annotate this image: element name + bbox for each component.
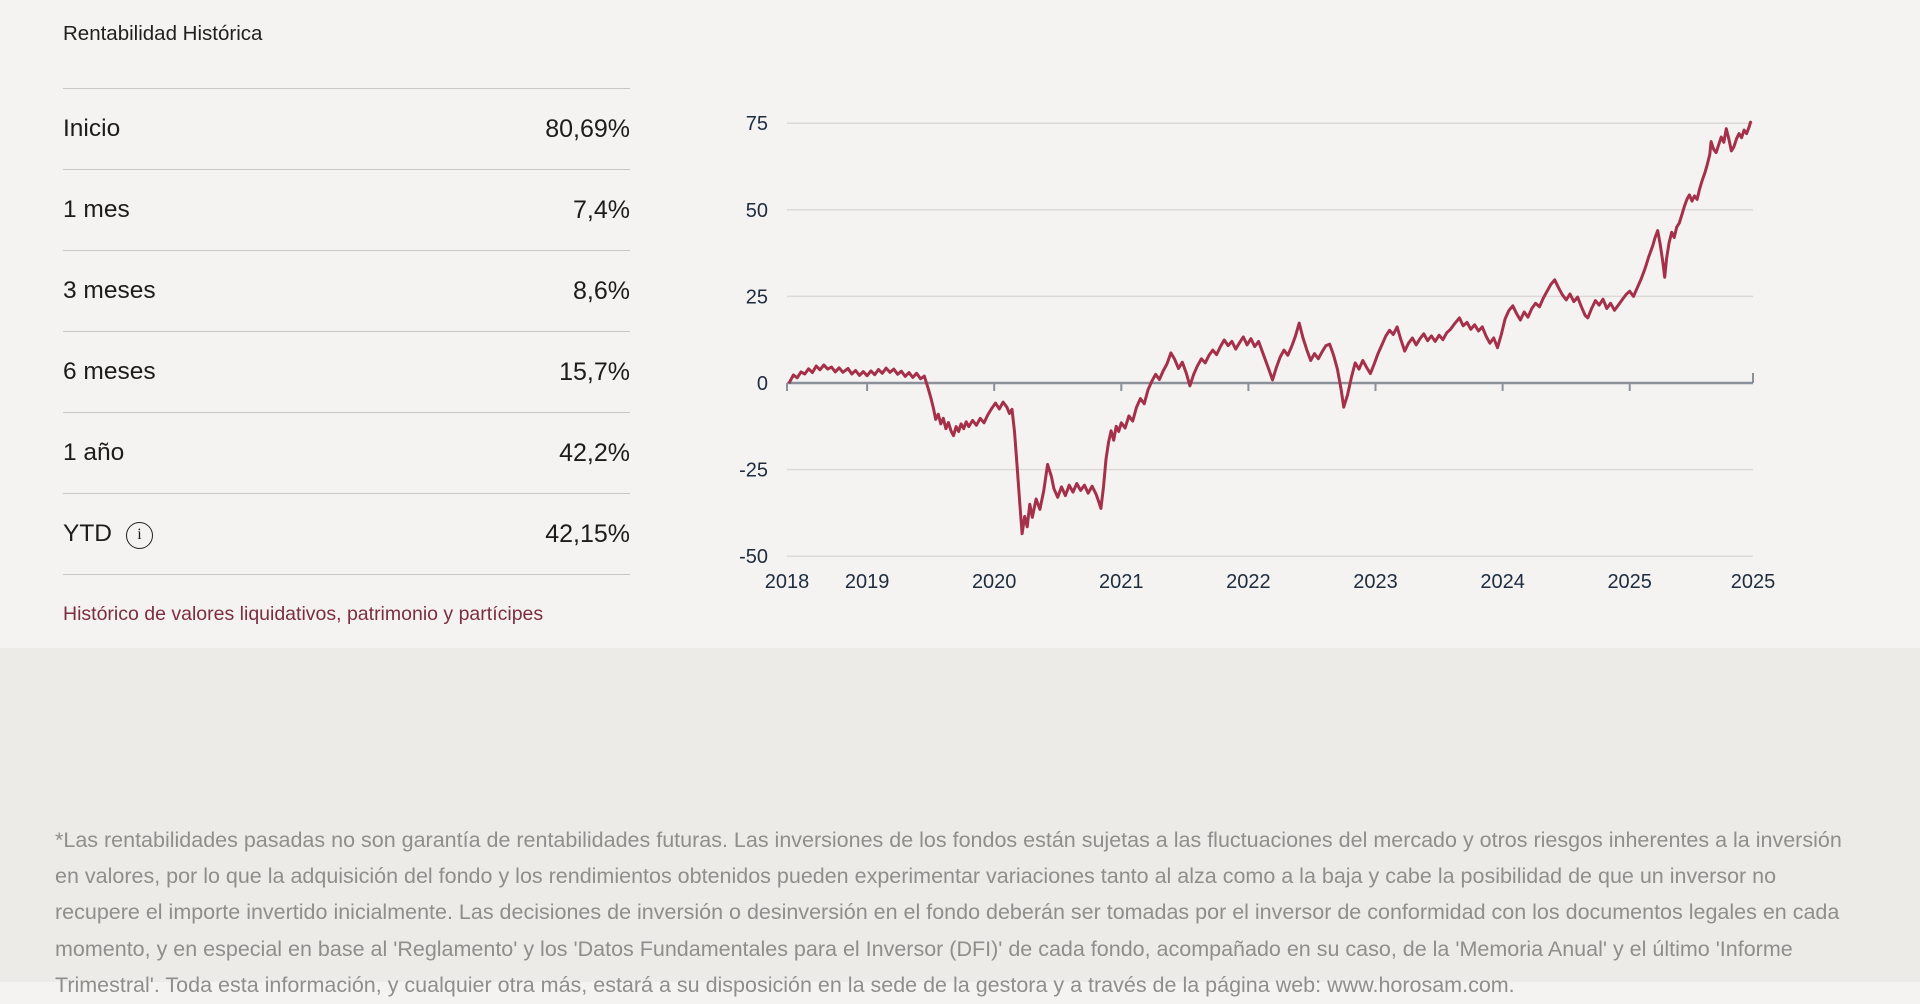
return-value: 42,2% bbox=[559, 438, 630, 467]
y-axis-tick-label: 50 bbox=[746, 200, 768, 222]
performance-line-chart: 75 50 25 0 -25 -50 2018 2019 2020 2021 2022 2023 202… bbox=[739, 113, 1776, 593]
return-label: 6 meses bbox=[63, 358, 156, 385]
return-label: 3 meses bbox=[63, 277, 156, 304]
return-label: 1 mes bbox=[63, 196, 130, 223]
y-axis-tick-label: 0 bbox=[757, 373, 768, 395]
historical-returns-panel: Rentabilidad Histórica Inicio 80,69% 1 m… bbox=[63, 20, 630, 626]
x-axis-tick-label: 2019 bbox=[845, 571, 890, 593]
x-axis-tick-label: 2020 bbox=[972, 571, 1017, 593]
x-axis-tick-label: 2021 bbox=[1099, 571, 1144, 593]
y-axis-tick-label: -50 bbox=[739, 546, 768, 568]
x-axis-tick-label: 2022 bbox=[1226, 571, 1271, 593]
return-value: 42,15% bbox=[545, 519, 630, 548]
return-value: 15,7% bbox=[559, 357, 630, 386]
disclaimer-text: *Las rentabilidades pasadas no son garan… bbox=[55, 827, 1842, 998]
return-value: 7,4% bbox=[573, 195, 630, 224]
return-row-1ano: 1 año 42,2% bbox=[63, 412, 630, 493]
section-title: Rentabilidad Histórica bbox=[63, 22, 263, 45]
y-axis-tick-label: 75 bbox=[746, 113, 768, 135]
x-axis-tick-label: 2024 bbox=[1480, 571, 1525, 593]
x-axis-tick-label: 2025 bbox=[1607, 571, 1652, 593]
return-value: 80,69% bbox=[545, 114, 630, 143]
x-axis-tick-label: 2018 bbox=[765, 571, 810, 593]
return-row-1mes: 1 mes 7,4% bbox=[63, 169, 630, 250]
info-icon[interactable]: i bbox=[126, 521, 153, 549]
y-axis-tick-label: -25 bbox=[739, 460, 768, 482]
return-value: 8,6% bbox=[573, 276, 630, 305]
return-row-inicio: Inicio 80,69% bbox=[63, 88, 630, 169]
returns-series-line bbox=[788, 120, 1752, 536]
returns-table: Inicio 80,69% 1 mes 7,4% 3 meses 8,6% 6 … bbox=[63, 88, 630, 575]
disclaimer-band bbox=[0, 648, 1920, 982]
return-label: YTD bbox=[63, 520, 112, 547]
return-row-6meses: 6 meses 15,7% bbox=[63, 331, 630, 412]
return-label: 1 año bbox=[63, 439, 125, 466]
x-axis-tick-label: 2025 bbox=[1731, 571, 1776, 593]
historical-values-link[interactable]: Histórico de valores liquidativos, patri… bbox=[63, 603, 544, 625]
y-axis-tick-label: 25 bbox=[746, 286, 768, 308]
return-row-ytd: YTD i 42,15% bbox=[63, 493, 630, 575]
return-label: Inicio bbox=[63, 115, 121, 142]
return-row-3meses: 3 meses 8,6% bbox=[63, 250, 630, 331]
x-axis-tick-label: 2023 bbox=[1353, 571, 1398, 593]
